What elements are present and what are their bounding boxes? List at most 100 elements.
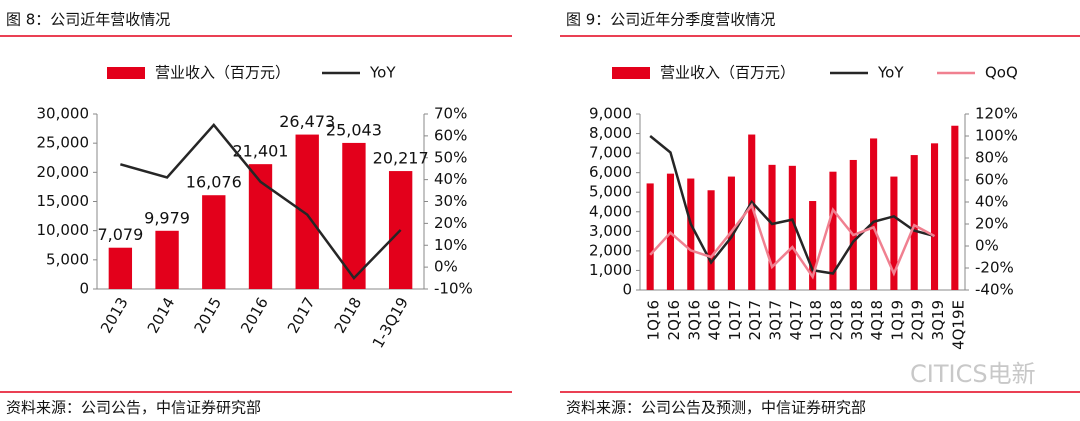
bar — [248, 164, 273, 289]
bar — [646, 183, 654, 290]
bar — [829, 171, 837, 290]
chart-title: 图 9：公司近年分季度营收情况 — [566, 11, 775, 29]
x-tick-label: 4Q18 — [868, 300, 886, 340]
legend-label: 营业收入（百万元） — [660, 64, 795, 82]
bar — [788, 165, 796, 290]
x-tick-label: 2Q16 — [665, 300, 683, 340]
y2-tick-label: 0% — [434, 258, 458, 276]
x-tick-label: 2015 — [190, 294, 225, 336]
line-series — [649, 202, 936, 280]
x-tick-label: 3Q19 — [929, 300, 947, 340]
x-tick-label: 1Q18 — [807, 300, 825, 340]
x-tick-label: 2Q17 — [746, 300, 764, 340]
bar — [342, 142, 366, 289]
y-tick-label: 10,000 — [37, 221, 90, 239]
x-tick-label: 2013 — [97, 294, 132, 336]
bar — [295, 134, 319, 289]
watermark: CITICS电新 — [910, 360, 1036, 388]
chart-title: 图 8：公司近年营收情况 — [6, 11, 170, 29]
y-tick-label: 8,000 — [589, 124, 632, 142]
bar — [910, 155, 918, 290]
bar — [849, 159, 857, 290]
bar — [202, 195, 226, 289]
y-tick-label: 0 — [622, 281, 632, 299]
y2-tick-label: 70% — [434, 105, 467, 123]
y-tick-label: 2,000 — [589, 241, 632, 259]
bar — [951, 125, 959, 290]
y2-tick-label: -10% — [434, 280, 473, 298]
legend-swatch — [107, 67, 145, 79]
bar — [687, 178, 695, 290]
legend-label: QoQ — [985, 64, 1018, 82]
y-tick-label: 9,000 — [589, 105, 632, 123]
y2-tick-label: 40% — [434, 170, 467, 188]
data-label: 25,043 — [326, 120, 382, 139]
y2-tick-label: 20% — [434, 214, 467, 232]
x-tick-label: 3Q18 — [848, 300, 866, 340]
line-series — [120, 123, 402, 280]
bar — [768, 164, 776, 290]
x-tick-label: 2Q18 — [827, 300, 845, 340]
y2-tick-label: 20% — [975, 215, 1008, 233]
y-tick-label: 6,000 — [589, 163, 632, 181]
x-tick-label: 2018 — [331, 294, 366, 336]
data-label: 16,076 — [186, 173, 242, 192]
y2-tick-label: 80% — [975, 149, 1008, 167]
bar — [930, 143, 939, 290]
y-tick-label: 7,000 — [589, 144, 632, 162]
y-tick-label: 3,000 — [589, 222, 632, 240]
bar — [155, 230, 179, 289]
x-tick-label: 4Q16 — [706, 300, 724, 340]
y2-tick-label: 0% — [975, 237, 999, 255]
bar — [707, 190, 715, 290]
y-tick-label: 25,000 — [37, 134, 90, 152]
y-tick-label: 5,000 — [46, 250, 89, 268]
bar — [748, 134, 756, 290]
y2-tick-label: 60% — [434, 126, 467, 144]
x-tick-label: 1Q16 — [645, 300, 663, 340]
legend-label: 营业收入（百万元） — [155, 64, 290, 82]
y2-tick-label: 50% — [434, 148, 467, 166]
bar — [108, 247, 133, 289]
y-tick-label: 30,000 — [37, 105, 90, 123]
data-label: 21,401 — [233, 142, 289, 161]
y-tick-label: 5,000 — [589, 183, 632, 201]
y-tick-label: 15,000 — [37, 192, 90, 210]
y-tick-label: 4,000 — [589, 202, 632, 220]
y2-tick-label: -20% — [975, 259, 1014, 277]
x-tick-label: 1Q19 — [888, 300, 906, 340]
y-tick-label: 1,000 — [589, 261, 632, 279]
y-tick-label: 20,000 — [37, 163, 90, 181]
x-tick-label: 3Q16 — [685, 300, 703, 340]
source: 资料来源：公司公告，中信证券研究部 — [6, 399, 261, 417]
data-label: 9,979 — [144, 208, 190, 227]
data-label: 7,079 — [97, 225, 143, 244]
x-tick-label: 4Q19E — [949, 300, 967, 350]
x-tick-label: 2014 — [144, 294, 179, 336]
y2-tick-label: 10% — [434, 236, 467, 254]
source: 资料来源：公司公告及预测，中信证券研究部 — [566, 399, 866, 417]
y2-tick-label: 40% — [975, 193, 1008, 211]
bar — [870, 138, 878, 290]
y2-tick-label: 100% — [975, 127, 1018, 145]
y2-tick-label: 60% — [975, 171, 1008, 189]
y2-tick-label: -40% — [975, 281, 1014, 299]
x-tick-label: 1-3Q19 — [369, 294, 412, 351]
x-tick-label: 2017 — [284, 294, 319, 336]
legend-label: YoY — [877, 64, 904, 82]
x-tick-label: 2Q19 — [909, 300, 927, 340]
data-label: 20,217 — [373, 149, 429, 168]
y2-tick-label: 120% — [975, 105, 1018, 123]
x-tick-label: 4Q17 — [787, 300, 805, 340]
bar — [890, 176, 898, 290]
legend-label: YoY — [369, 64, 396, 82]
y2-tick-label: 30% — [434, 192, 467, 210]
bar — [809, 201, 817, 290]
data-label: 26,473 — [279, 112, 335, 131]
x-tick-label: 2016 — [237, 294, 272, 336]
legend-swatch — [612, 67, 650, 79]
x-tick-label: 1Q17 — [726, 300, 744, 340]
line-series — [649, 135, 935, 275]
x-tick-label: 3Q17 — [767, 300, 785, 340]
